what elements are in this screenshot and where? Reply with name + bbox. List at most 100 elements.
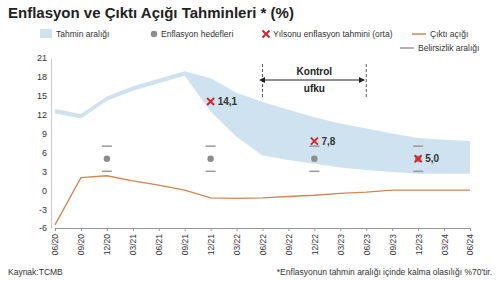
x-tick-mark <box>55 228 56 231</box>
x-tick-mark <box>185 228 186 231</box>
source: Kaynak:TCMB <box>8 267 63 277</box>
legend-item: Belirsizlik aralığı <box>400 43 479 53</box>
legend-label: Belirsizlik aralığı <box>418 43 479 53</box>
x-tick: 12/23 <box>414 228 424 255</box>
x-tick-mark <box>159 228 160 231</box>
x-tick: 03/21 <box>128 228 138 255</box>
x-tick-mark <box>444 228 445 231</box>
x-tick-label: 12/21 <box>206 234 216 256</box>
x-tick-mark <box>340 228 341 231</box>
x-tick-label: 06/24 <box>465 234 475 256</box>
x-tick-mark <box>263 228 264 231</box>
y-tick: -6 <box>39 223 51 233</box>
y-tick: 12 <box>37 110 51 120</box>
y-tick: 18 <box>37 72 51 82</box>
legend-item: Çıktı açığı <box>412 29 468 39</box>
y-tick-label: 12 <box>37 110 47 120</box>
uncertainty-upper <box>206 145 216 147</box>
x-tick-mark <box>470 228 471 231</box>
uncertainty-upper <box>413 145 423 147</box>
x-tick-label: 03/23 <box>336 234 346 256</box>
x-tick-label: 06/22 <box>258 234 268 256</box>
y-tick-label: 15 <box>37 91 47 101</box>
uncertainty-lower <box>206 171 216 173</box>
data-labels: 14,1 7,8 5,0 <box>218 96 440 164</box>
x-tick: 09/23 <box>388 228 398 255</box>
x-tick-label: 09/23 <box>388 234 398 256</box>
legend-label: Enflasyon hedefleri <box>161 29 233 39</box>
legend-swatch <box>400 47 414 49</box>
legend-swatch <box>40 29 52 38</box>
y-tick-label: 3 <box>42 167 47 177</box>
uncertainty-upper <box>102 145 112 147</box>
legend-label: Yılsonu enflasyon tahmini (orta) <box>273 29 393 39</box>
chart: Enflasyon ve Çıktı Açığı Tahminleri * (%… <box>0 0 500 281</box>
x-tick: 06/23 <box>362 228 372 255</box>
x-tick-mark <box>288 228 289 231</box>
data-label: 14,1 <box>218 96 238 107</box>
x-tick-mark <box>366 228 367 231</box>
y-tick-label: 18 <box>37 72 47 82</box>
y-tick-label: -6 <box>39 223 47 233</box>
x-tick: 03/24 <box>440 228 450 255</box>
x-tick-label: 03/24 <box>440 234 450 256</box>
y-tick: 21 <box>37 53 51 63</box>
legend-item: Tahmin aralığı <box>40 29 109 39</box>
x-tick: 06/21 <box>154 228 164 255</box>
uncertainty-lower <box>102 171 112 173</box>
annotation-text: Kontrolufku <box>297 66 333 94</box>
x-tick-label: 12/23 <box>414 234 424 256</box>
x-tick: 12/22 <box>310 228 320 255</box>
data-label: 7,8 <box>321 136 335 147</box>
x-tick-label: 12/22 <box>310 234 320 256</box>
x-tick-label: 09/21 <box>180 234 190 256</box>
x-tick: 12/21 <box>206 228 216 255</box>
note: *Enflasyonun tahmin aralığı içinde kalma… <box>277 267 492 277</box>
y-tick-label: 21 <box>37 53 47 63</box>
inflation-target <box>415 156 421 162</box>
y-axis: -6-3036912151821 <box>37 53 52 233</box>
uncertainty-upper <box>309 145 319 147</box>
x-tick: 06/20 <box>50 228 60 255</box>
y-tick: -3 <box>39 204 51 214</box>
legend-swatch <box>263 31 270 38</box>
legend: Tahmin aralığı Enflasyon hedefleri Yılsonu… <box>40 29 479 53</box>
x-tick-label: 09/20 <box>76 234 86 256</box>
legend-label: Tahmin aralığı <box>56 29 109 39</box>
x-tick-mark <box>81 228 82 231</box>
x-tick: 06/22 <box>258 228 268 255</box>
legend-item: Enflasyon hedefleri <box>151 29 234 39</box>
x-tick-mark <box>392 228 393 231</box>
annotation-arrow <box>265 80 365 81</box>
annotation: Kontrolufku <box>263 64 367 98</box>
x-tick-mark <box>314 228 315 231</box>
y-tick: 0 <box>42 186 51 196</box>
x-tick: 06/24 <box>465 228 475 255</box>
x-axis: 06/20 09/20 12/20 03/21 06/21 09/21 12/21 03/22… <box>50 228 475 255</box>
data-label: 5,0 <box>425 153 439 164</box>
x-tick-label: 06/23 <box>362 234 372 256</box>
uncertainty-lower <box>413 171 423 173</box>
x-tick-mark <box>237 228 238 231</box>
x-tick-label: 12/20 <box>102 234 112 256</box>
y-tick: 15 <box>37 91 51 101</box>
x-axis-line <box>56 229 471 232</box>
x-tick: 09/21 <box>180 228 190 255</box>
x-tick-label: 03/21 <box>128 234 138 256</box>
y-tick-label: -3 <box>39 204 47 214</box>
title: Enflasyon ve Çıktı Açığı Tahminleri * (%… <box>8 4 294 21</box>
y-axis-line <box>51 59 52 229</box>
inflation-target <box>311 156 317 162</box>
x-tick-label: 03/22 <box>232 234 242 256</box>
uncertainty-lower <box>309 171 319 173</box>
year-end-forecast <box>415 155 422 162</box>
x-tick: 12/20 <box>102 228 112 255</box>
x-tick: 09/20 <box>76 228 86 255</box>
year-end-forecast <box>311 138 318 145</box>
annotation-bound <box>366 64 367 98</box>
legend-item: Yılsonu enflasyon tahmini (orta) <box>263 29 393 39</box>
y-tick-label: 6 <box>42 148 47 158</box>
x-tick: 03/22 <box>232 228 242 255</box>
legend-swatch <box>151 31 157 37</box>
x-tick-mark <box>418 228 419 231</box>
